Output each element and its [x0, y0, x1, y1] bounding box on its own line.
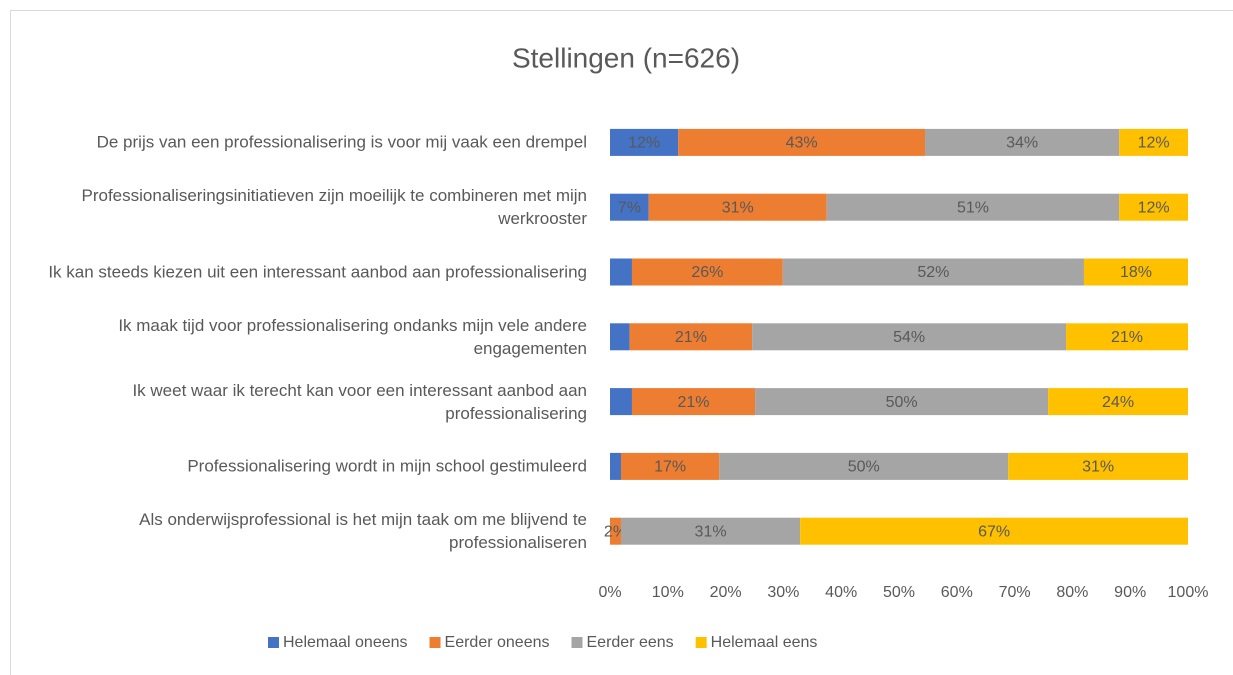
bar-segment — [755, 388, 1049, 416]
x-tick-label: 90% — [1114, 584, 1146, 601]
x-tick-label: 30% — [767, 584, 799, 601]
x-tick-label: 60% — [941, 584, 973, 601]
value-label: 21% — [678, 394, 710, 411]
chart-title: Stellingen (n=626) — [512, 42, 740, 73]
bar-segment — [1119, 193, 1188, 221]
legend-swatch — [268, 637, 279, 648]
value-label: 51% — [957, 199, 989, 216]
value-label: 21% — [675, 329, 707, 346]
x-tick-label: 100% — [1168, 584, 1209, 601]
chart-border — [10, 10, 1233, 675]
x-tick-label: 50% — [883, 584, 915, 601]
value-label: 43% — [786, 135, 818, 152]
legend-label: Helemaal oneens — [283, 634, 408, 651]
value-label: 17% — [654, 459, 686, 476]
value-label: 12% — [1138, 135, 1170, 152]
value-label: 7% — [618, 199, 641, 216]
bar-segment — [719, 452, 1009, 480]
bar-segment — [1008, 452, 1188, 480]
bar-segment — [925, 128, 1120, 156]
value-label: 50% — [886, 394, 918, 411]
legend-label: Eerder eens — [587, 634, 674, 651]
bar-segment — [631, 258, 783, 286]
category-label: Ik maak tijd voor professionalisering on… — [118, 315, 587, 358]
value-label: 31% — [1082, 459, 1114, 476]
bar-segment — [610, 193, 649, 221]
category-label: De prijs van een professionalisering is … — [96, 132, 587, 152]
legend-label: Helemaal eens — [711, 634, 818, 651]
x-tick-label: 40% — [825, 584, 857, 601]
value-label: 52% — [917, 264, 949, 281]
value-label: 31% — [695, 523, 727, 540]
legend-swatch — [571, 637, 583, 648]
value-label: 54% — [893, 329, 925, 346]
bar-segment — [610, 388, 632, 416]
bar-segment — [826, 193, 1120, 221]
x-tick-label: 70% — [999, 584, 1031, 601]
x-tick-label: 80% — [1056, 584, 1088, 601]
bar-segment — [610, 128, 679, 156]
category-label: Als onderwijsprofessional is het mijn ta… — [139, 510, 587, 553]
bar-segment — [620, 452, 720, 480]
bar-segment — [800, 517, 1188, 545]
bar-segment — [610, 323, 630, 351]
value-label: 34% — [1006, 135, 1038, 152]
bar-segment — [610, 258, 632, 286]
bar-segment — [678, 128, 926, 156]
bar-segment — [1119, 128, 1188, 156]
value-label: 50% — [848, 459, 880, 476]
value-label: 12% — [628, 135, 660, 152]
legend-swatch — [695, 637, 707, 648]
bar-segment — [1083, 258, 1188, 286]
bar-segment — [752, 323, 1067, 351]
category-label: Professionalisering wordt in mijn school… — [187, 456, 587, 476]
bar-segment — [631, 388, 756, 416]
x-tick-label: 10% — [652, 584, 684, 601]
value-label: 24% — [1102, 394, 1134, 411]
bar-segment — [1066, 323, 1188, 351]
x-tick-label: 20% — [710, 584, 742, 601]
bar-segment — [782, 258, 1084, 286]
value-label: 21% — [1111, 329, 1143, 346]
category-label: Ik weet waar ik terecht kan voor een int… — [132, 380, 587, 423]
value-label: 31% — [722, 199, 754, 216]
category-label: Professionaliseringsinitiatieven zijn mo… — [81, 186, 588, 229]
value-label: 67% — [978, 523, 1010, 540]
legend-swatch — [429, 637, 441, 648]
bar-segment — [629, 323, 753, 351]
bar-segment — [620, 517, 801, 545]
bar-segment — [610, 517, 621, 545]
value-label: 12% — [1138, 199, 1170, 216]
x-tick-label: 0% — [598, 584, 621, 601]
category-label: Ik kan steeds kiezen uit een interessant… — [48, 262, 587, 282]
bar-segment — [648, 193, 827, 221]
value-label: 26% — [691, 264, 723, 281]
bar-segment — [1048, 388, 1188, 416]
value-label: 18% — [1120, 264, 1152, 281]
legend-label: Eerder oneens — [445, 634, 550, 651]
bar-segment — [610, 452, 621, 480]
